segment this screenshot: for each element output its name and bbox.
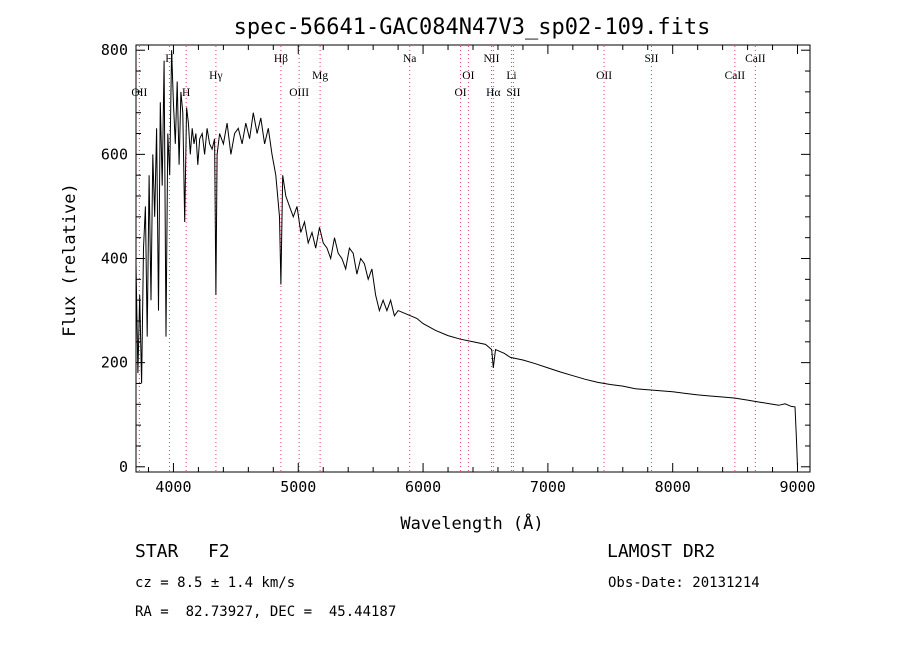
x-tick-label: 8000 [655,478,691,496]
sky-coordinates: RA = 82.73927, DEC = 45.44187 [135,604,397,620]
y-axis-label: Flux (relative) [60,183,80,337]
line-label: H [182,87,190,99]
x-tick-label: 7000 [530,478,566,496]
line-label: CaII [745,53,766,65]
object-type: STAR [135,541,179,562]
line-label: NII [483,53,499,65]
plot-frame [135,44,811,473]
y-tick-label: 400 [101,250,128,268]
x-tick-label: 6000 [405,478,441,496]
line-label: Mg [312,70,328,82]
line-markers [138,46,756,471]
line-label: Na [403,53,416,65]
object-subclass: F2 [208,541,230,562]
observation-date: Obs-Date: 20131214 [608,575,760,591]
line-label: CaII [725,70,746,82]
y-tick-label: 0 [119,458,128,476]
line-label: SII [506,87,520,99]
y-tick-label: 600 [101,145,128,163]
x-axis-label: Wavelength (Å) [400,512,543,534]
survey-name: LAMOST DR2 [607,541,716,562]
axis-ticks: 4000 5000 6000 7000 8000 9000 0 200 400 600 800 [101,41,816,496]
line-label: Hβ [274,53,288,65]
line-label: OI [462,70,474,82]
redshift-velocity: cz = 8.5 ± 1.4 km/s [135,575,296,591]
line-label: OII [596,70,612,82]
x-tick-label: 9000 [779,478,815,496]
y-tick-label: 200 [101,354,128,372]
flux-series-line [135,50,798,467]
line-label: OIII [289,87,309,99]
line-label: OI [454,87,466,99]
y-tick-label: 800 [101,41,128,59]
line-label: Hγ [209,70,222,82]
x-tick-label: 5000 [280,478,316,496]
x-tick-label: 4000 [155,478,191,496]
line-label: SII [644,53,658,65]
line-label: OII [131,87,147,99]
line-label: Li [506,70,516,82]
line-label: H [165,53,173,65]
chart-title: spec-56641-GAC084N47V3_sp02-109.fits [234,15,711,40]
line-label: Hα [486,87,500,99]
